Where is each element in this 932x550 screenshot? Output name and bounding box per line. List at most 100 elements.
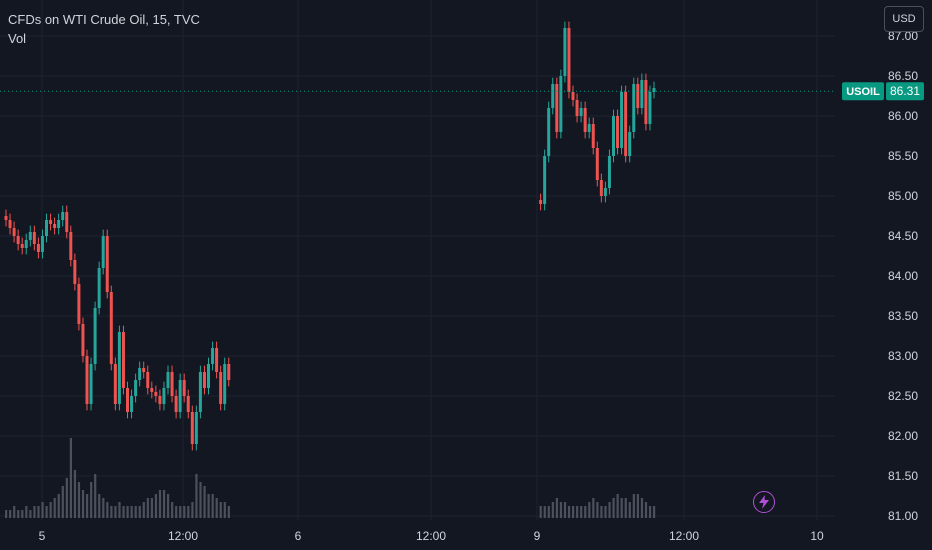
volume-bar (576, 506, 579, 518)
candle (547, 108, 551, 156)
time-axis[interactable]: 5 12:00 6 12:00 9 12:00 10 (39, 529, 824, 543)
volume-bar (65, 478, 68, 518)
candle (150, 388, 154, 392)
volume-bar (559, 502, 563, 518)
volume-bar (624, 498, 627, 518)
y-tick-label: 85.50 (888, 149, 918, 163)
volume-bar (604, 506, 607, 518)
candle (543, 156, 547, 204)
legend-title[interactable]: CFDs on WTI Crude Oil, 15, TVC (8, 12, 200, 27)
candle (603, 188, 607, 196)
volume-bar (195, 474, 198, 518)
price-axis[interactable]: 87.00 86.50 86.00 85.50 85.00 84.50 84.00 83.50… (888, 29, 918, 523)
chart-legend: CFDs on WTI Crude Oil, 15, TVC Vol (8, 10, 200, 48)
volume-bar (118, 502, 121, 518)
volume-bar (158, 490, 162, 518)
volume-bar (49, 502, 52, 518)
volume-bar (134, 506, 137, 518)
price-label-value: 86.31 (890, 84, 920, 98)
candle (174, 396, 178, 412)
volume-bar (110, 506, 113, 518)
candle (202, 372, 206, 388)
x-tick-label: 9 (534, 529, 541, 543)
candle (616, 116, 620, 148)
volume-bar (584, 506, 587, 518)
candle (45, 220, 48, 236)
candle (109, 292, 113, 364)
volume-bar (146, 498, 149, 518)
y-tick-label: 83.50 (888, 309, 918, 323)
volume-bar (596, 502, 599, 518)
candle (194, 412, 198, 444)
candle (211, 348, 215, 364)
last-price-label: USOIL 86.31 (842, 82, 924, 101)
candle (53, 224, 57, 228)
volume-bar (555, 498, 558, 518)
candle (81, 324, 85, 356)
x-tick-label: 12:00 (168, 529, 198, 543)
candle (227, 364, 231, 380)
y-tick-label: 82.00 (888, 429, 918, 443)
candle (652, 88, 656, 92)
volume-bar (94, 474, 97, 518)
candle (24, 240, 28, 248)
candle (121, 332, 125, 388)
candle (105, 236, 109, 292)
candle (587, 124, 591, 132)
volume-bar (98, 494, 101, 518)
volume-bar (138, 506, 141, 518)
candle (134, 380, 138, 396)
volume-bar (620, 498, 623, 518)
candle (85, 356, 89, 404)
candle (20, 244, 24, 248)
candle (571, 92, 575, 100)
volume-bar (203, 486, 206, 518)
volume-bar (608, 502, 611, 518)
candle (190, 412, 194, 444)
volume-bar (106, 502, 109, 518)
candle (162, 388, 166, 404)
volume-bar (227, 506, 230, 518)
candle (551, 84, 555, 108)
volume-bar (199, 482, 202, 518)
volume-bar (69, 438, 72, 518)
volume-bar (175, 506, 178, 518)
x-tick-label: 10 (810, 529, 824, 543)
candle (12, 228, 16, 236)
candle (146, 372, 150, 388)
volume-bar (81, 490, 85, 518)
volume-bar (37, 506, 40, 518)
candle (628, 132, 632, 156)
candle (579, 108, 583, 116)
volume-bar (29, 510, 32, 518)
volume-bar (77, 482, 81, 518)
y-tick-label: 87.00 (888, 29, 918, 43)
candle (113, 364, 117, 404)
volume-bar (211, 494, 214, 518)
y-tick-label: 84.50 (888, 229, 918, 243)
price-label-value-bg (886, 82, 924, 101)
candle (612, 116, 615, 156)
currency-button[interactable]: USD (884, 6, 924, 32)
volume-bar (122, 506, 125, 518)
volume-bar (551, 502, 554, 518)
volume-bar (207, 494, 210, 518)
volume-bar (543, 506, 546, 518)
candle (182, 380, 186, 396)
y-tick-label: 86.00 (888, 109, 918, 123)
candle (644, 80, 648, 124)
candle (198, 372, 202, 412)
legend-volume-indicator[interactable]: Vol (8, 31, 27, 46)
candle (8, 220, 12, 228)
volume-bar (53, 498, 56, 518)
candle (575, 100, 579, 116)
volume-bars (5, 438, 656, 518)
lightning-bolt-icon[interactable] (753, 491, 775, 513)
volume-bar (45, 506, 48, 518)
candle (591, 124, 595, 148)
lightning-bolt-glyph (759, 495, 769, 509)
volume-bar (592, 498, 595, 518)
candle (32, 232, 36, 244)
volume-bar (150, 498, 153, 518)
